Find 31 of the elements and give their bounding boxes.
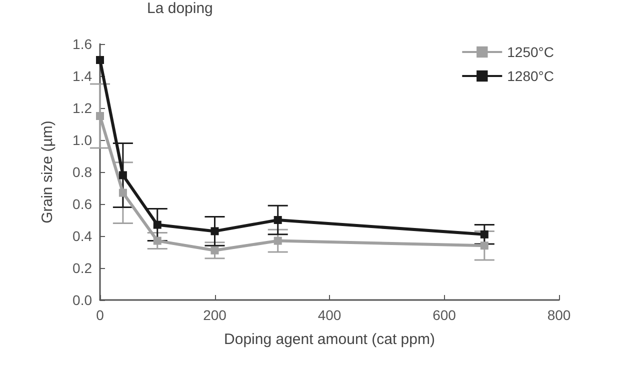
point	[274, 236, 282, 245]
x-tick-label: 800	[547, 307, 571, 323]
point	[210, 246, 219, 254]
point	[118, 188, 127, 197]
point	[480, 242, 488, 250]
y-axis-title: Grain size (µm)	[39, 120, 56, 224]
point	[274, 216, 282, 224]
x-tick-label: 400	[318, 307, 342, 323]
legend-label: 1280°C	[507, 68, 554, 84]
y-tick-label: 1.0	[72, 132, 92, 148]
chart-title: La doping	[147, 0, 213, 17]
point	[96, 112, 104, 120]
x-axis-title: Doping agent amount (cat ppm)	[224, 331, 435, 348]
point	[480, 230, 488, 238]
point	[210, 227, 219, 236]
y-tick-label: 0.6	[72, 196, 92, 212]
y-tick-label: 1.6	[72, 36, 92, 52]
y-tick-label: 0.4	[72, 228, 92, 244]
point	[153, 236, 162, 245]
x-tick-label: 200	[203, 307, 227, 323]
point	[96, 56, 104, 64]
y-tick-label: 0.0	[72, 292, 92, 308]
point	[153, 220, 162, 229]
x-tick-label: 600	[432, 307, 456, 323]
y-tick-label: 0.8	[72, 164, 92, 180]
y-tick-label: 1.2	[72, 100, 92, 116]
point	[118, 171, 127, 180]
y-tick-label: 0.2	[72, 260, 92, 276]
y-tick-label: 1.4	[72, 68, 92, 84]
legend-label: 1250°C	[507, 44, 554, 60]
x-tick-label: 0	[96, 307, 104, 323]
